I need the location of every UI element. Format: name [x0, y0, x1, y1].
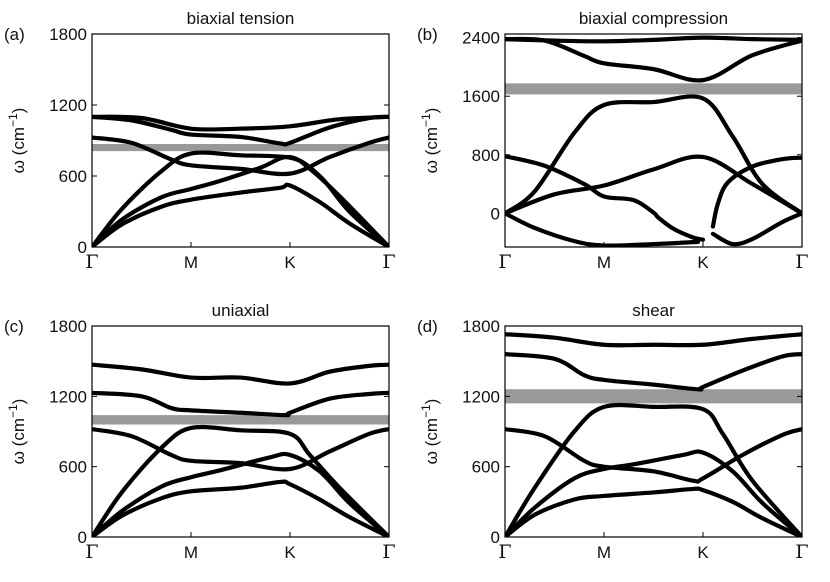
panel-title: uniaxial [212, 301, 270, 320]
series-branch-1 [92, 182, 389, 247]
panel-title: shear [632, 301, 675, 320]
x-tick-label: Γ [795, 541, 808, 563]
y-axis-unit-exponent: −1 [6, 404, 20, 418]
x-tick-label: Γ [498, 251, 511, 273]
x-tick-label: Γ [85, 541, 98, 563]
y-axis-symbol: ω [9, 155, 28, 173]
y-axis-label: ω (cm−1) [6, 108, 28, 174]
series-branch-3 [505, 211, 701, 247]
series-branch-5 [92, 390, 389, 418]
y-tick-label: 1600 [462, 87, 500, 106]
axes-frame [504, 33, 803, 248]
series-branch-2 [505, 154, 802, 216]
axes-frame [504, 325, 803, 538]
x-tick-label: Γ [498, 541, 511, 563]
y-axis-unit: (cm [422, 418, 441, 446]
y-tick-label: 0 [491, 528, 500, 547]
panel-label: (a) [4, 25, 25, 44]
x-tick-label: Γ [382, 251, 395, 273]
series-branch-3 [92, 424, 389, 537]
y-axis-label: ω (cm−1) [419, 108, 441, 174]
x-tick-label: M [597, 543, 611, 562]
y-tick-label: 800 [472, 146, 500, 165]
series-branch-2 [505, 449, 802, 537]
series-branch-4 [505, 427, 802, 484]
panel-title: biaxial tension [187, 9, 295, 28]
series-branch-5 [710, 211, 802, 247]
x-tick-label: Γ [382, 541, 395, 563]
y-tick-label: 1800 [49, 317, 87, 336]
y-tick-label: 2400 [462, 29, 500, 48]
y-axis-symbol: ω [9, 446, 28, 464]
y-tick-label: 0 [78, 238, 87, 257]
series-branch-5 [505, 352, 802, 392]
x-tick-label: Γ [795, 251, 808, 273]
y-tick-label: 1800 [462, 317, 500, 336]
y-tick-label: 1200 [49, 387, 87, 406]
x-tick-label: K [697, 543, 709, 562]
series-branch-4 [92, 427, 389, 472]
y-axis-unit: (cm [422, 127, 441, 155]
series-branch-4 [505, 154, 706, 242]
series-branch-1 [92, 479, 389, 537]
x-tick-label: K [284, 253, 296, 272]
series-branch-6 [92, 362, 389, 386]
y-axis-label: ω (cm−1) [6, 399, 28, 465]
series-branch-6 [710, 155, 802, 229]
x-tick-label: K [284, 543, 296, 562]
panel-label: (d) [417, 317, 438, 336]
panel-label: (b) [417, 25, 438, 44]
series-branch-6 [505, 332, 802, 348]
y-axis-unit-exponent: −1 [419, 113, 433, 127]
x-tick-label: M [597, 253, 611, 272]
y-axis-unit-close: ) [422, 108, 441, 114]
series-branch-8 [505, 35, 802, 44]
x-tick-label: M [184, 253, 198, 272]
series-branch-1 [505, 486, 802, 537]
series-branch-1 [505, 94, 802, 216]
y-tick-label: 1200 [462, 387, 500, 406]
y-axis-unit: (cm [9, 127, 28, 155]
y-tick-label: 1200 [49, 96, 87, 115]
y-tick-label: 600 [59, 167, 87, 186]
y-tick-label: 0 [78, 528, 87, 547]
x-tick-label: M [184, 543, 198, 562]
y-axis-symbol: ω [422, 446, 441, 464]
y-tick-label: 0 [491, 204, 500, 223]
y-axis-unit-close: ) [9, 399, 28, 405]
y-tick-label: 600 [59, 458, 87, 477]
x-tick-label: Γ [85, 251, 98, 273]
y-axis-label: ω (cm−1) [419, 399, 441, 465]
y-axis-unit-close: ) [9, 108, 28, 114]
series-branch-4 [92, 135, 389, 177]
y-tick-label: 1800 [49, 25, 87, 44]
y-axis-unit: (cm [9, 418, 28, 446]
y-axis-symbol: ω [422, 155, 441, 173]
axes-frame [91, 33, 390, 248]
panel-label: (c) [4, 317, 24, 336]
panel-title: biaxial compression [579, 9, 728, 28]
x-tick-label: K [697, 253, 709, 272]
y-axis-unit-close: ) [422, 399, 441, 405]
series-branch-3 [92, 150, 389, 247]
series-branch-3 [505, 402, 802, 537]
series-branch-7 [505, 36, 802, 83]
series-branch-5 [92, 114, 389, 147]
y-axis-unit-exponent: −1 [6, 113, 20, 127]
y-tick-label: 600 [472, 458, 500, 477]
y-axis-unit-exponent: −1 [419, 404, 433, 418]
series-branch-6 [92, 114, 389, 132]
axes-frame [91, 325, 390, 538]
